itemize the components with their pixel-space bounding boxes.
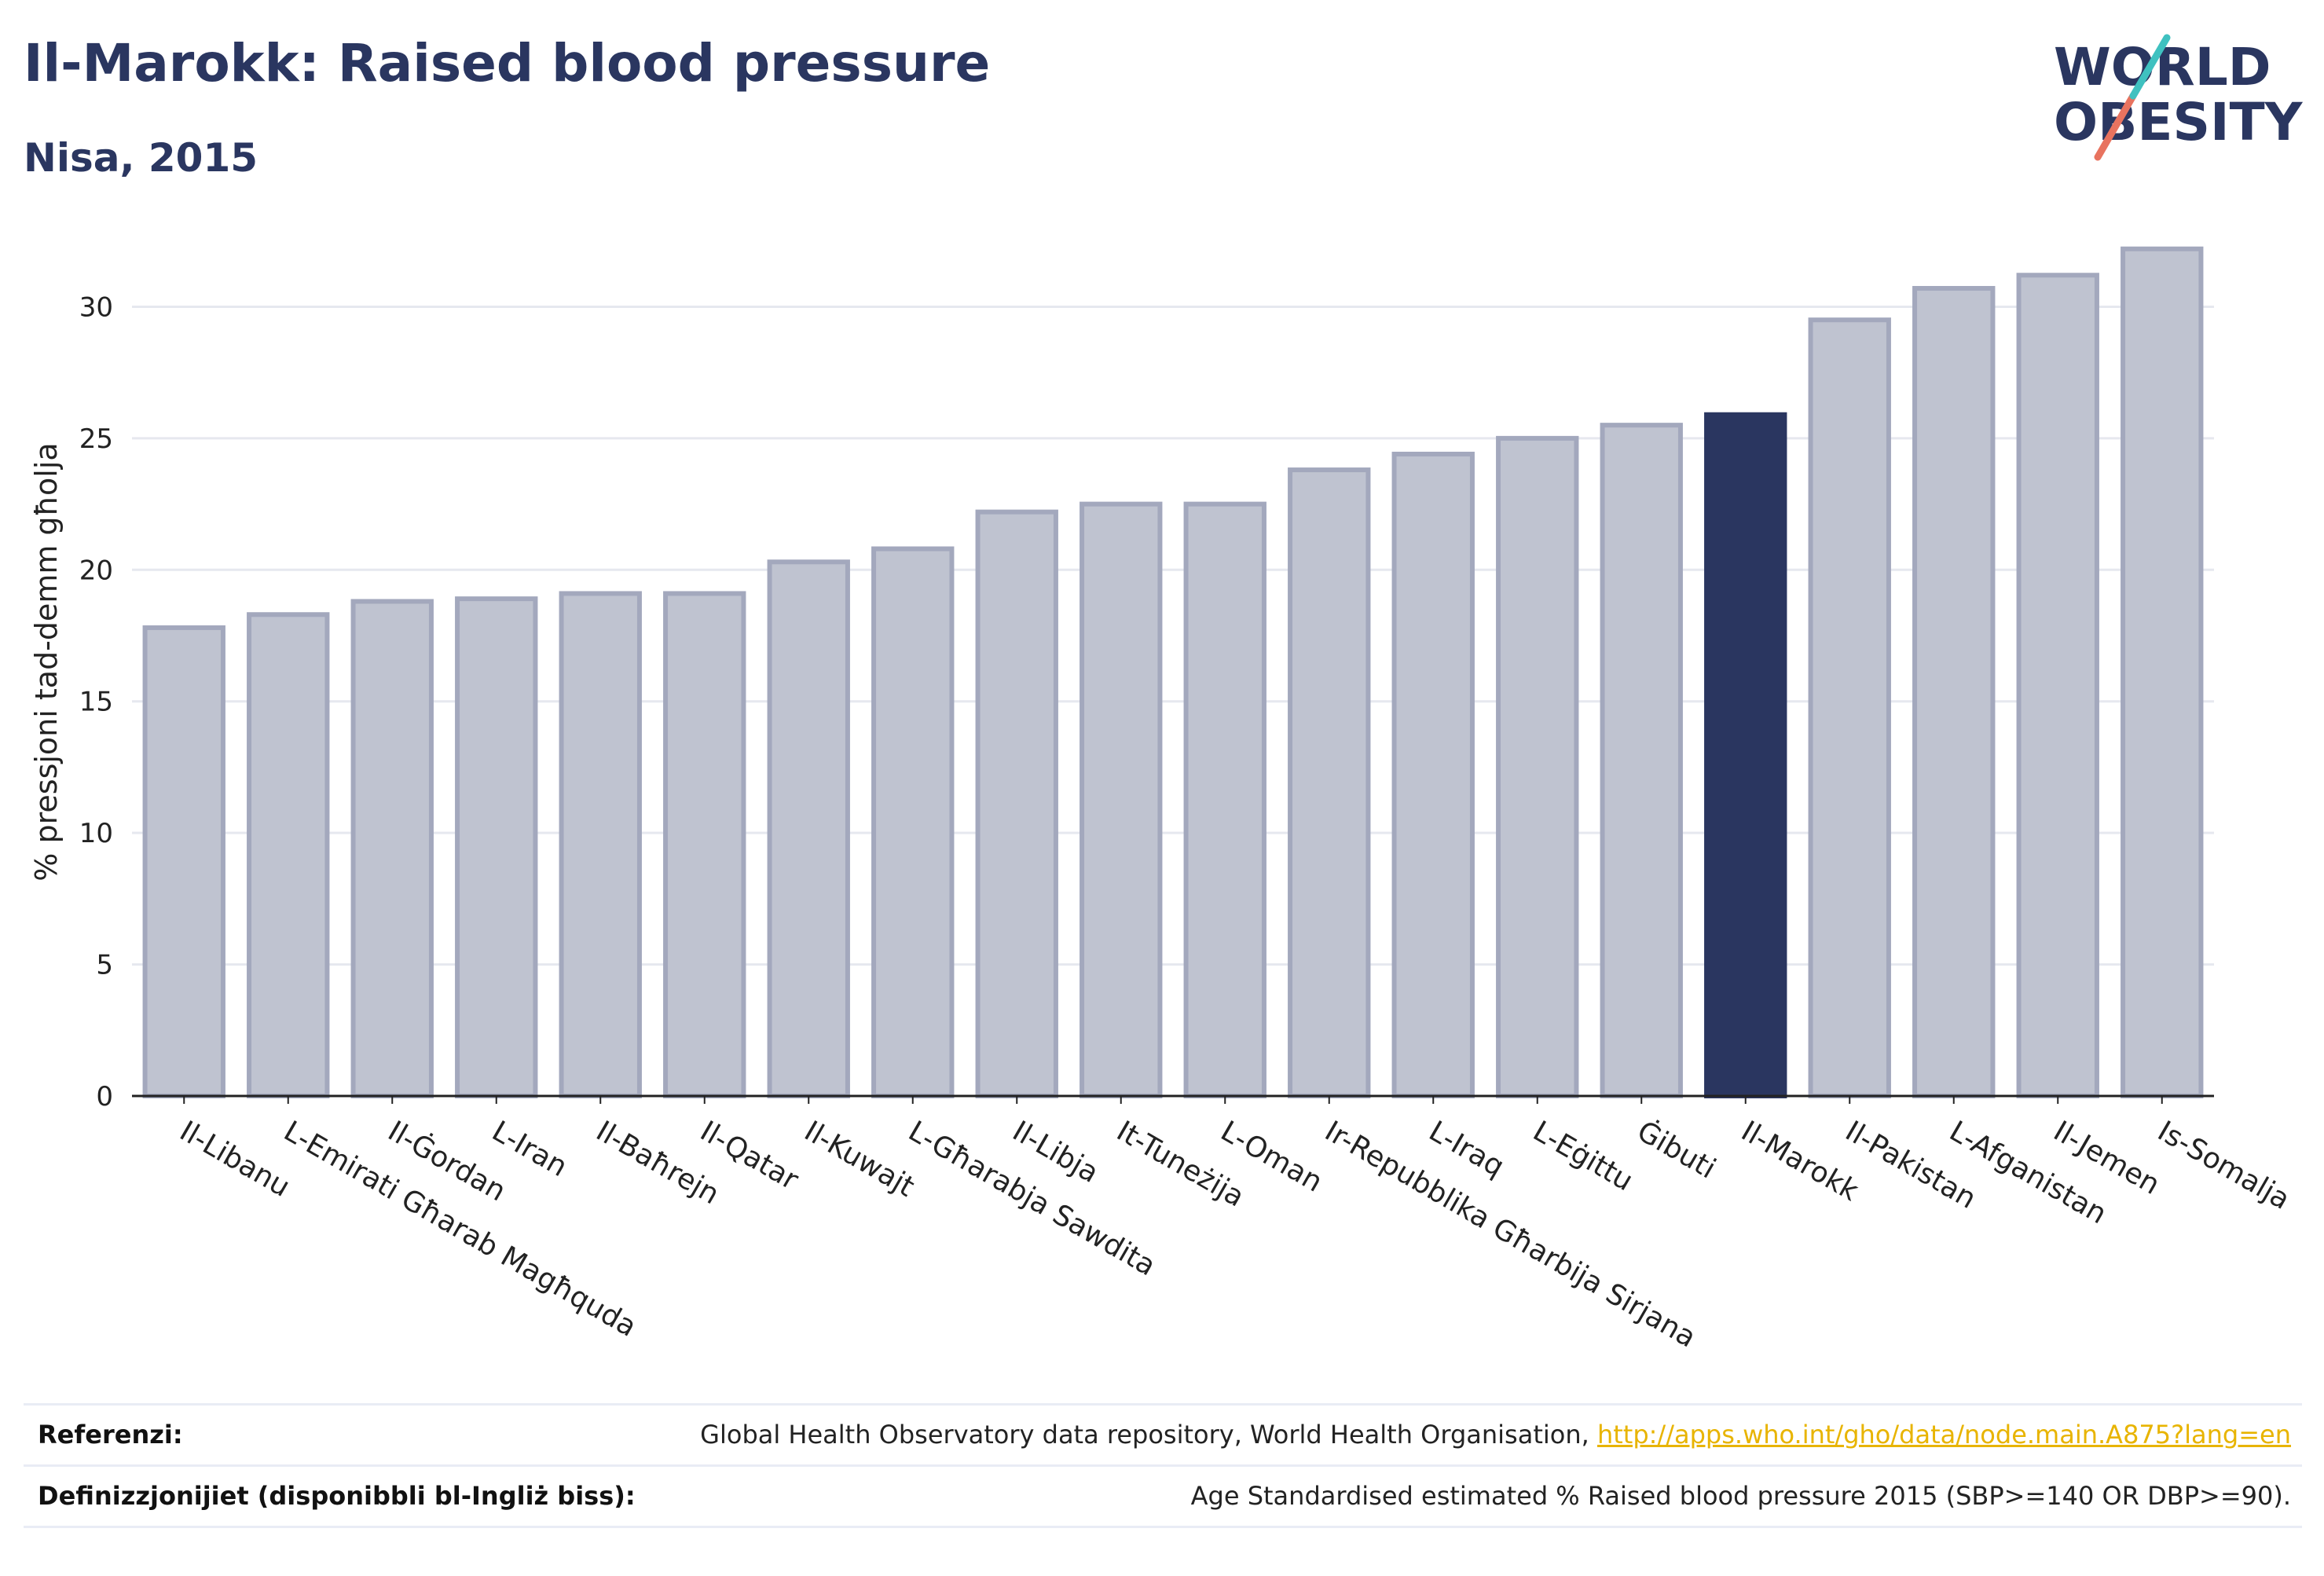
x-tick-label: Ġibuti: [1632, 1114, 1721, 1185]
references-label: Referenzi:: [38, 1420, 183, 1450]
x-tick-label: Il-Kuwajt: [799, 1115, 920, 1203]
bar: [1808, 317, 1891, 1098]
references-link[interactable]: http://apps.who.int/gho/data/node.main.A…: [1596, 1420, 2291, 1450]
bar: [1600, 423, 1683, 1098]
y-tick-label: 25: [79, 423, 113, 455]
bar-highlight: [1704, 412, 1787, 1098]
bar: [871, 546, 955, 1098]
bar: [1080, 501, 1163, 1098]
bar: [1288, 467, 1371, 1098]
y-axis-label: % pressjoni tad-demm għolja: [29, 442, 64, 881]
bar: [1496, 435, 1579, 1098]
page-title: Il-Marokk: Raised blood pressure: [24, 33, 991, 93]
logo-slash-coral: [2094, 92, 2137, 161]
definitions-value: Age Standardised estimated % Raised bloo…: [1190, 1481, 2291, 1511]
bar: [142, 625, 225, 1098]
bar: [559, 591, 642, 1098]
logo-word-obesity: OBESITY: [2054, 92, 2304, 152]
bar: [663, 591, 746, 1098]
references-row: Referenzi: Global Health Observatory dat…: [24, 1403, 2302, 1467]
bar: [350, 599, 434, 1098]
definitions-row: Definizzjonijiet (disponibbli bl-Ingliż …: [24, 1464, 2302, 1528]
y-tick-label: 0: [96, 1081, 113, 1112]
x-tick-label: Ir-Repubblika Għarbija Sirjana: [1319, 1115, 1701, 1354]
bar: [1391, 451, 1475, 1098]
y-tick-label: 10: [79, 818, 113, 849]
definitions-label: Definizzjonijiet (disponibbli bl-Ingliż …: [38, 1481, 636, 1511]
world-obesity-logo: WORLD OBESITY: [2054, 34, 2304, 161]
references-text: Global Health Observatory data repositor…: [700, 1420, 1597, 1450]
bar: [1183, 501, 1266, 1098]
bar: [2016, 273, 2099, 1099]
bar: [1912, 286, 1996, 1098]
references-value: Global Health Observatory data repositor…: [700, 1420, 2291, 1450]
bar: [247, 612, 330, 1098]
footer-divider: [24, 1526, 2302, 1528]
bar: [455, 596, 538, 1098]
x-tick-label: L-Eġittu: [1527, 1115, 1638, 1197]
bar: [767, 559, 850, 1098]
x-tick-label: L-Emirati Għarab Magħquda: [278, 1115, 641, 1343]
bar: [975, 509, 1058, 1098]
bar-chart: 0 5 10 15 20 25 30 % pressjoni tad-demm għolja I…: [29, 246, 2295, 1354]
logo-slash-teal: [2129, 34, 2171, 100]
x-tick-label: Is-Somalja: [2152, 1115, 2295, 1216]
x-tick-label: Il-Libanu: [174, 1115, 295, 1204]
page-subtitle: Nisa, 2015: [24, 135, 258, 181]
bar: [2121, 246, 2204, 1099]
y-tick-label: 15: [79, 687, 113, 718]
y-tick-label: 5: [96, 950, 113, 981]
x-tick-label: Il-Marokk: [1736, 1115, 1864, 1208]
y-tick-label: 20: [79, 555, 113, 586]
y-tick-label: 30: [79, 291, 113, 323]
